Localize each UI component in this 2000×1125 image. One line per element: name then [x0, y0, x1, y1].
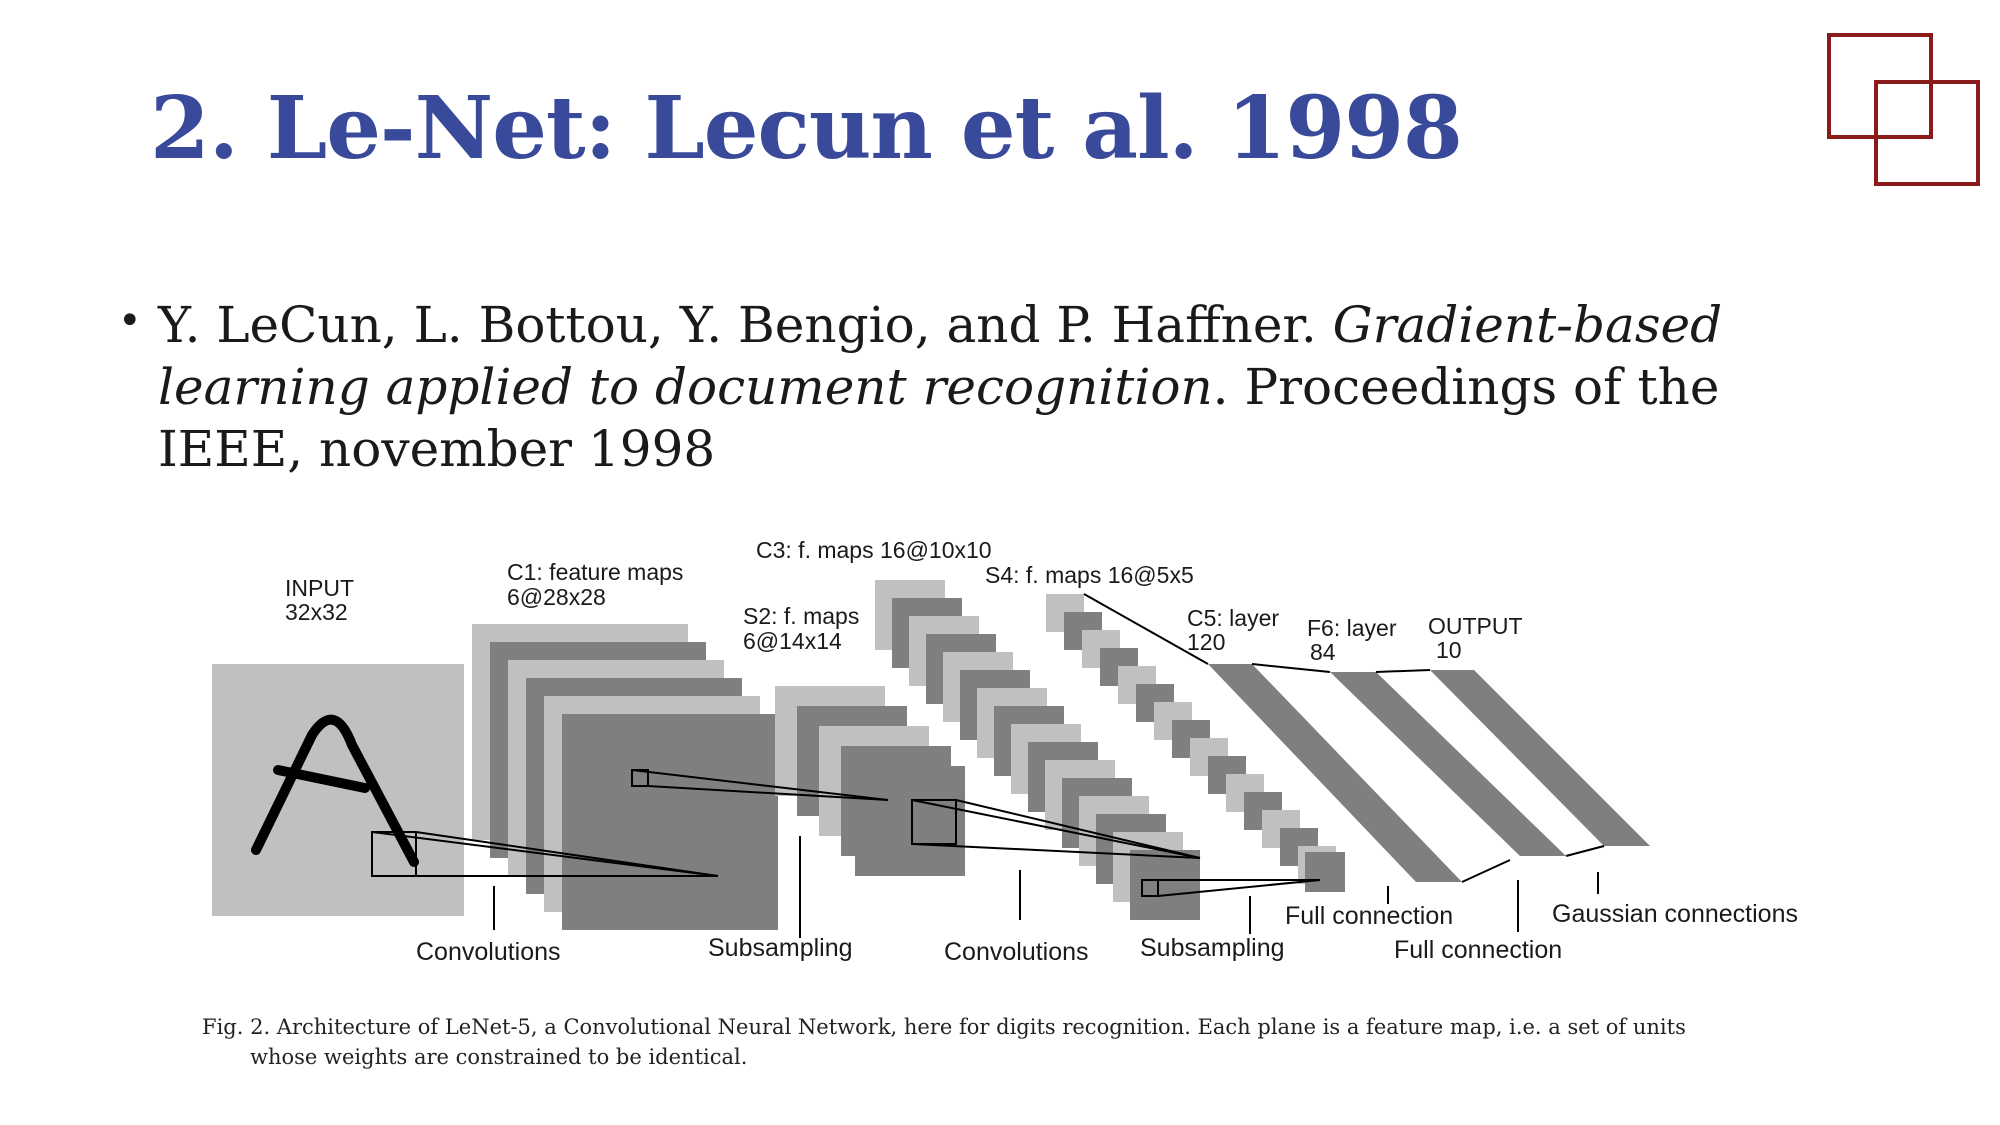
c3-feature-maps — [875, 580, 1200, 920]
op-gaussian-connections: Gaussian connections — [1552, 900, 1798, 928]
s2-label: S2: f. maps — [743, 603, 859, 629]
op-full-connection-2: Full connection — [1394, 936, 1562, 964]
c3-label: C3: f. maps 16@10x10 — [756, 537, 992, 563]
reference-text: Y. LeCun, L. Bottou, Y. Bengio, and P. H… — [158, 294, 1878, 480]
output-layer — [1430, 670, 1650, 846]
slide-title: 2. Le-Net: Lecun et al. 1998 — [150, 78, 1463, 179]
c1-size: 6@28x28 — [507, 584, 606, 610]
overlapping-squares-icon — [1827, 33, 1980, 186]
reference-venue: . Proceedings of the IEEE, november 1998 — [158, 358, 1720, 478]
c5-layer — [1208, 664, 1462, 882]
caption-line-2: whose weights are constrained to be iden… — [250, 1045, 748, 1069]
reference-paper-title: Gradient-based learning applied to docum… — [158, 296, 1723, 416]
bullet-icon: • — [118, 298, 142, 344]
s2-receptive-field — [911, 799, 957, 845]
s2-size: 6@14x14 — [743, 628, 842, 654]
output-label: OUTPUT — [1428, 613, 1523, 639]
s2-feature-maps — [775, 686, 965, 876]
fc-connector-lines — [1083, 593, 1605, 883]
handwritten-a-glyph — [251, 714, 419, 867]
reference-authors: Y. LeCun, L. Bottou, Y. Bengio, and P. H… — [158, 296, 1317, 354]
c1-feature-maps — [472, 624, 778, 930]
f6-layer — [1330, 672, 1566, 856]
input-size: 32x32 — [285, 599, 348, 625]
c5-label: C5: layer — [1187, 605, 1279, 631]
figure-caption: Fig. 2. Architecture of LeNet-5, a Convo… — [202, 1012, 1842, 1072]
reference-bullet: • Y. LeCun, L. Bottou, Y. Bengio, and P.… — [118, 294, 1878, 480]
op-subsampling-2: Subsampling — [1140, 934, 1285, 962]
op-convolutions-1: Convolutions — [416, 938, 561, 966]
f6-size: 84 — [1310, 639, 1336, 665]
op-full-connection-1: Full connection — [1285, 902, 1453, 930]
op-convolutions-2: Convolutions — [944, 938, 1089, 966]
s4-label: S4: f. maps 16@5x5 — [985, 562, 1194, 588]
op-subsampling-1: Subsampling — [708, 934, 853, 962]
output-size: 10 — [1436, 637, 1462, 663]
caption-line-1: Fig. 2. Architecture of LeNet-5, a Convo… — [202, 1015, 1686, 1039]
s4-feature-maps — [1046, 594, 1345, 892]
c5-size: 120 — [1187, 629, 1225, 655]
input-label: INPUT — [285, 575, 354, 601]
c1-label: C1: feature maps — [507, 559, 683, 585]
operation-ticks — [493, 836, 1599, 938]
f6-label: F6: layer — [1307, 615, 1397, 641]
input-plane — [212, 664, 464, 916]
